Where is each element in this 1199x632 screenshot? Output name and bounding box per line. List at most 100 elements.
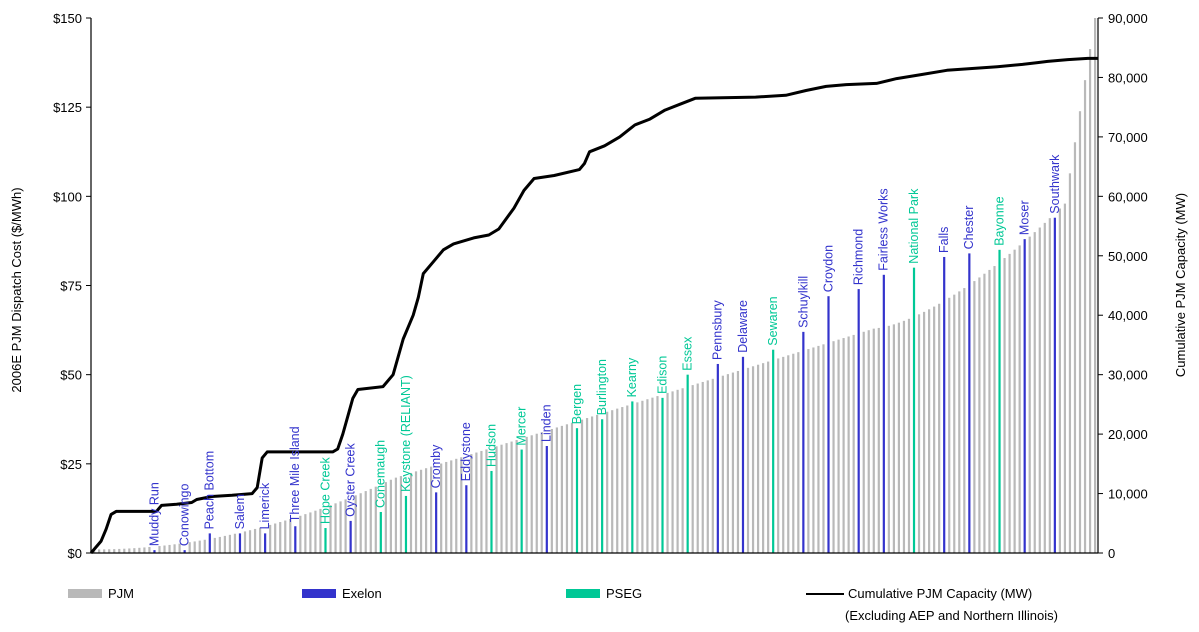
plant-bar xyxy=(183,550,186,553)
pjm-bar xyxy=(128,548,131,553)
legend-sublabel-cumulative: (Excluding AEP and Northern Illinois) xyxy=(845,608,1058,623)
pjm-bar xyxy=(671,391,674,553)
pjm-bar xyxy=(570,422,574,553)
pjm-bar xyxy=(822,344,825,553)
pjm-bar xyxy=(993,266,996,553)
plant-label: Kearny xyxy=(625,357,639,397)
pjm-bar xyxy=(233,533,237,553)
plant-bar xyxy=(943,256,946,553)
right-tick-label: 20,000 xyxy=(1108,427,1148,442)
plant-label: Pennsbury xyxy=(711,299,725,360)
plant-label: Linden xyxy=(540,404,554,442)
pjm-bar xyxy=(344,499,347,553)
pjm-bar xyxy=(540,432,543,553)
pjm-bar xyxy=(797,352,800,553)
pjm-bar xyxy=(988,269,991,553)
plant-label: Cromby xyxy=(429,444,443,489)
pjm-bar xyxy=(817,345,820,553)
plant-label: Bergen xyxy=(570,384,584,424)
plant-bar xyxy=(686,374,689,553)
pjm-bar xyxy=(847,336,850,553)
pjm-bar xyxy=(399,476,403,553)
plant-bar xyxy=(968,253,971,553)
plant-label: Conemaugh xyxy=(374,440,388,508)
pjm-bar xyxy=(495,446,498,553)
pjm-bar xyxy=(1088,49,1092,554)
pjm-bar xyxy=(1083,80,1087,554)
right-tick-label: 40,000 xyxy=(1108,308,1148,323)
pjm-bar xyxy=(213,537,216,553)
pjm-bar xyxy=(590,416,594,553)
pjm-bar xyxy=(168,544,171,553)
pjm-bar xyxy=(248,530,252,553)
plant-bar xyxy=(435,492,438,553)
plant-label: Southwark xyxy=(1048,154,1062,214)
legend-label-pseg: PSEG xyxy=(606,586,643,601)
legend-swatch-exelon xyxy=(302,589,336,598)
pjm-bar xyxy=(646,399,649,553)
plant-bar xyxy=(404,495,408,553)
pjm-bar xyxy=(1008,253,1011,553)
pjm-bar xyxy=(500,444,503,553)
pjm-bar xyxy=(1038,227,1041,554)
pjm-bar xyxy=(334,503,337,553)
pjm-bar xyxy=(887,325,890,553)
pjm-bar xyxy=(1033,232,1036,554)
plant-bar xyxy=(631,401,634,553)
legend-item-cumulative: Cumulative PJM Capacity (MW) xyxy=(806,586,1032,601)
plant-bar xyxy=(882,274,885,553)
pjm-bar xyxy=(450,460,453,553)
plant-bar xyxy=(802,331,805,553)
right-tick-label: 0 xyxy=(1108,546,1115,561)
plant-bar xyxy=(912,267,916,553)
left-tick-label: $150 xyxy=(53,11,82,26)
pjm-bar xyxy=(188,542,191,553)
pjm-bar xyxy=(103,549,106,553)
pjm-bar xyxy=(505,443,508,553)
plant-bar xyxy=(1023,239,1026,553)
pjm-bar xyxy=(148,547,151,553)
pjm-bar xyxy=(877,327,880,553)
left-tick-label: $125 xyxy=(53,100,82,115)
pjm-bar xyxy=(907,318,911,553)
plant-bar xyxy=(153,550,156,553)
pjm-bar xyxy=(812,347,815,553)
plant-label: Eddystone xyxy=(459,422,473,481)
pjm-bar xyxy=(480,450,483,553)
pjm-bar xyxy=(938,303,941,553)
legend-item-exelon: Exelon xyxy=(302,586,382,601)
pjm-bar xyxy=(309,512,312,553)
pjm-bar xyxy=(1028,236,1031,553)
pjm-bar xyxy=(158,546,161,553)
pjm-bar xyxy=(123,548,126,553)
right-tick-label: 80,000 xyxy=(1108,70,1148,85)
cumulative-capacity-line xyxy=(89,56,1098,554)
pjm-bar xyxy=(555,427,558,553)
pjm-bar xyxy=(319,508,322,553)
pjm-bar xyxy=(721,375,724,553)
pjm-bar xyxy=(897,322,901,553)
pjm-bar xyxy=(284,520,287,553)
pjm-bar xyxy=(510,441,513,553)
pjm-bar xyxy=(596,414,599,553)
pjm-bar xyxy=(299,515,302,553)
pjm-bar xyxy=(113,549,116,553)
pjm-bar xyxy=(767,361,770,553)
pjm-bar xyxy=(626,405,629,553)
plant-label: National Park xyxy=(907,188,921,264)
plant-label: Limerick xyxy=(258,482,272,529)
right-tick-label: 90,000 xyxy=(1108,11,1148,26)
pjm-bar xyxy=(777,358,780,553)
pjm-bar xyxy=(666,392,669,553)
pjm-bar xyxy=(731,372,735,553)
pjm-bar xyxy=(706,380,709,553)
pjm-bar xyxy=(872,328,875,553)
pjm-bar xyxy=(1073,142,1077,553)
pjm-bar xyxy=(762,363,765,553)
pjm-bar xyxy=(364,491,367,553)
pjm-bar xyxy=(651,397,654,553)
pjm-bar xyxy=(1094,18,1097,553)
left-tick-label: $0 xyxy=(68,546,82,561)
plant-bar xyxy=(545,446,548,553)
pjm-bar xyxy=(958,291,961,553)
